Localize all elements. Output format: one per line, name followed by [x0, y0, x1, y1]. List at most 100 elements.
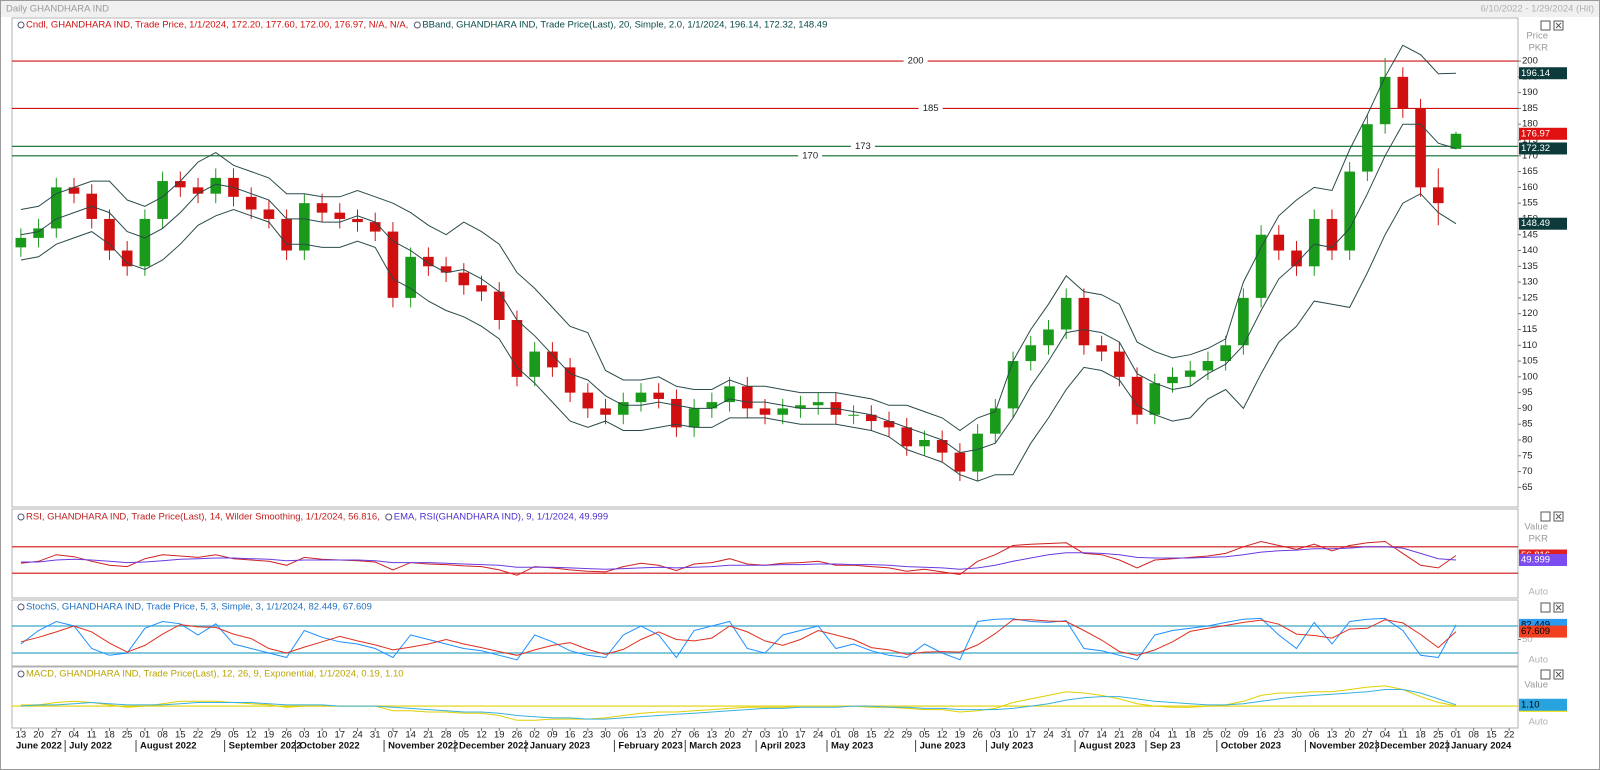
- x-tick-label: 31: [370, 730, 381, 741]
- y-tick-label: 100: [1522, 371, 1538, 382]
- candle-body: [706, 402, 718, 409]
- candle-body: [1450, 133, 1462, 149]
- x-tick-label: 03: [760, 730, 771, 741]
- panel-button[interactable]: [1540, 602, 1551, 613]
- candle-body: [511, 320, 523, 377]
- x-tick-label: 25: [1203, 730, 1214, 741]
- candle-body: [68, 187, 80, 194]
- y-tick-label: 120: [1522, 308, 1538, 319]
- y-tick-label: 190: [1522, 87, 1538, 98]
- candle-body: [582, 392, 594, 409]
- x-tick-label: 13: [636, 730, 647, 741]
- panel-button-icon: [1555, 671, 1562, 678]
- candle-body: [476, 285, 487, 292]
- x-tick-label: 08: [157, 730, 168, 741]
- y-tick-label: 75: [1522, 450, 1533, 461]
- x-tick-label: 06: [618, 730, 629, 741]
- panel-button-icon: [1555, 513, 1562, 520]
- candle-body: [1273, 234, 1285, 251]
- candle-body: [1078, 297, 1090, 346]
- candle-body: [1220, 345, 1231, 362]
- x-tick-label: 03: [990, 730, 1001, 741]
- x-tick-label: 04: [1149, 730, 1160, 741]
- x-tick-label: 21: [423, 730, 434, 741]
- month-label: November 2023: [1309, 741, 1379, 752]
- last-value-label: 172.32: [1521, 143, 1550, 154]
- last-value-box: [1519, 625, 1567, 638]
- candle-body: [1379, 76, 1391, 125]
- candle-body: [405, 256, 416, 298]
- month-label: September 2022: [229, 741, 302, 752]
- x-tick-label: 14: [405, 730, 416, 741]
- month-label: January 2023: [530, 741, 590, 752]
- candle-body: [1344, 171, 1355, 251]
- legend-icon[interactable]: [17, 670, 25, 678]
- last-value-box: [1519, 142, 1567, 155]
- indicator-line: [20, 546, 1457, 570]
- panel-button-icon: [1555, 604, 1562, 611]
- x-tick-label: 19: [494, 730, 505, 741]
- candle-body: [688, 408, 700, 428]
- candle-body: [759, 408, 771, 415]
- panel-button[interactable]: [1540, 511, 1551, 522]
- x-tick-label: 03: [299, 730, 310, 741]
- legend-text: EMA, RSI(GHANDHARA IND), 9, 1/1/2024, 49…: [394, 512, 608, 523]
- scale-label: Price: [1526, 31, 1548, 42]
- window-title: Daily GHANDHARA IND: [6, 4, 109, 15]
- candle-body: [352, 218, 363, 223]
- x-tick-label: 27: [51, 730, 62, 741]
- y-tick-label: 65: [1522, 482, 1533, 493]
- candle-body: [316, 203, 328, 213]
- candle-body: [334, 212, 346, 219]
- x-tick-label: 28: [441, 730, 452, 741]
- indicator-line: [20, 689, 1457, 720]
- x-tick-label: 15: [175, 730, 186, 741]
- x-tick-label: 31: [1061, 730, 1072, 741]
- scale-corner-label: Auto: [1528, 655, 1548, 666]
- y-tick-label: 155: [1522, 198, 1538, 209]
- x-tick-label: 20: [653, 730, 664, 741]
- candle-body: [1007, 361, 1019, 409]
- candle-body: [1131, 376, 1143, 415]
- x-tick-label: 09: [1238, 730, 1249, 741]
- last-value-box: [1519, 127, 1567, 140]
- candle-body: [547, 351, 558, 368]
- month-label: Sep 23: [1150, 741, 1181, 752]
- indicator-line: [20, 617, 1457, 661]
- legend-text: Cndl, GHANDHARA IND, Trade Price, 1/1/20…: [26, 20, 408, 31]
- candle-body: [1255, 234, 1267, 298]
- legend-icon[interactable]: [17, 603, 25, 611]
- panel-button[interactable]: [1540, 669, 1551, 680]
- indicator-line: [20, 685, 1457, 721]
- x-tick-label: 17: [1025, 730, 1036, 741]
- legend-icon[interactable]: [17, 513, 25, 521]
- y-tick-label: 125: [1522, 292, 1538, 303]
- x-tick-label: 12: [937, 730, 948, 741]
- y-tick-label: 160: [1522, 182, 1538, 193]
- x-tick-label: 25: [122, 730, 133, 741]
- legend-icon[interactable]: [385, 513, 393, 521]
- candle-body: [954, 452, 966, 472]
- x-tick-label: 15: [866, 730, 877, 741]
- candle-body: [1184, 370, 1196, 377]
- x-tick-label: 26: [281, 730, 292, 741]
- legend-icon[interactable]: [17, 21, 25, 29]
- candle-body: [33, 228, 44, 238]
- x-tick-label: 12: [246, 730, 257, 741]
- x-tick-label: 23: [583, 730, 594, 741]
- panel-button[interactable]: [1540, 20, 1551, 31]
- candle-body: [529, 351, 540, 377]
- legend-icon[interactable]: [413, 21, 421, 29]
- y-tick-label: 95: [1522, 387, 1533, 398]
- month-label: July 2022: [69, 741, 112, 752]
- candle-body: [635, 392, 647, 403]
- month-label: August 2022: [140, 741, 197, 752]
- x-tick-label: 11: [1168, 730, 1178, 741]
- x-tick-label: 17: [795, 730, 806, 741]
- x-tick-label: 26: [972, 730, 983, 741]
- candle-body: [777, 408, 789, 415]
- candle-body: [901, 427, 913, 447]
- last-value-box: [1519, 554, 1567, 567]
- legend-text: RSI, GHANDHARA IND, Trade Price(Last), 1…: [26, 512, 380, 523]
